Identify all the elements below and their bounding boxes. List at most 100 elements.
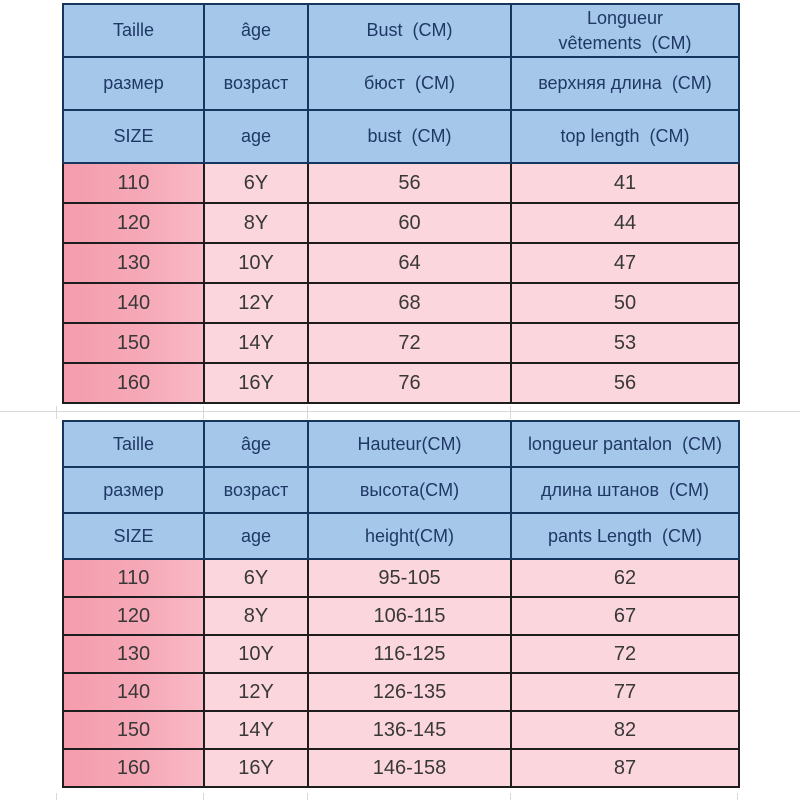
table-row: 150 14Y 72 53 [62,322,740,364]
header-row: Taille âge Bust (CM) Longueur vêtements (CM… [62,3,740,58]
data-cell: 60 [307,202,512,244]
data-cell: 106-115 [307,596,512,636]
data-cell: 14Y [203,322,309,364]
gridline-stub [203,793,204,800]
table-row: 120 8Y 106-115 67 [62,596,740,636]
header-cell: âge [203,420,309,468]
header-cell: Bust (CM) [307,3,512,58]
header-cell: возраст [203,56,309,111]
header-cell: longueur pantalon (CM) [510,420,740,468]
header-row: размер возраст бюст (CM) верхняя длина (CM) [62,56,740,111]
header-cell: âge [203,3,309,58]
size-cell: 130 [62,242,205,284]
header-cell: Longueur vêtements (CM) [510,3,740,58]
data-cell: 136-145 [307,710,512,750]
header-cell: bust (CM) [307,109,512,164]
gridline-stub [203,406,204,419]
header-cell: Hauteur(CM) [307,420,512,468]
data-cell: 62 [510,558,740,598]
header-cell: размер [62,56,205,111]
header-cell: размер [62,466,205,514]
data-cell: 6Y [203,558,309,598]
header-cell: высота(CM) [307,466,512,514]
header-cell: Taille [62,3,205,58]
header-cell: верхняя длина (CM) [510,56,740,111]
data-cell: 16Y [203,748,309,788]
data-cell: 68 [307,282,512,324]
data-cell: 126-135 [307,672,512,712]
gridline-stub [0,411,800,412]
gridline-stub [307,793,308,800]
header-cell: age [203,109,309,164]
data-cell: 10Y [203,242,309,284]
data-cell: 116-125 [307,634,512,674]
gridline-stub [307,406,308,419]
data-cell: 10Y [203,634,309,674]
header-cell: бюст (CM) [307,56,512,111]
data-cell: 82 [510,710,740,750]
gridline-stub [510,793,511,800]
data-cell: 50 [510,282,740,324]
header-cell: pants Length (CM) [510,512,740,560]
data-cell: 87 [510,748,740,788]
data-cell: 6Y [203,162,309,204]
gridline-stub [737,793,738,800]
size-cell: 160 [62,362,205,404]
data-cell: 8Y [203,202,309,244]
data-cell: 95-105 [307,558,512,598]
data-cell: 12Y [203,282,309,324]
table-row: 160 16Y 76 56 [62,362,740,404]
header-cell: длина штанов (CM) [510,466,740,514]
data-cell: 47 [510,242,740,284]
size-cell: 130 [62,634,205,674]
header-cell: Taille [62,420,205,468]
data-cell: 72 [307,322,512,364]
data-cell: 16Y [203,362,309,404]
pants-size-table: Taille âge Hauteur(CM) longueur pantalon (C… [62,420,740,788]
data-cell: 12Y [203,672,309,712]
size-cell: 160 [62,748,205,788]
header-row: SIZE age bust (CM) top length (CM) [62,109,740,164]
data-cell: 44 [510,202,740,244]
data-cell: 41 [510,162,740,204]
table-row: 120 8Y 60 44 [62,202,740,244]
table-row: 150 14Y 136-145 82 [62,710,740,750]
size-cell: 120 [62,596,205,636]
size-cell: 150 [62,322,205,364]
header-cell: age [203,512,309,560]
header-row: размер возраст высота(CM) длина штанов (CM) [62,466,740,514]
size-cell: 120 [62,202,205,244]
table-row: 130 10Y 64 47 [62,242,740,284]
data-cell: 14Y [203,710,309,750]
data-cell: 67 [510,596,740,636]
data-cell: 64 [307,242,512,284]
data-cell: 56 [307,162,512,204]
table-row: 140 12Y 126-135 77 [62,672,740,712]
header-row: Taille âge Hauteur(CM) longueur pantalon (C… [62,420,740,468]
data-cell: 76 [307,362,512,404]
table-row: 110 6Y 56 41 [62,162,740,204]
header-cell: SIZE [62,512,205,560]
size-cell: 110 [62,558,205,598]
data-cell: 72 [510,634,740,674]
gridline-stub [510,406,511,419]
data-cell: 77 [510,672,740,712]
top-garment-size-table: Taille âge Bust (CM) Longueur vêtements (CM… [62,3,740,404]
gridline-stub [56,793,57,800]
data-cell: 146-158 [307,748,512,788]
header-cell: top length (CM) [510,109,740,164]
header-cell: height(CM) [307,512,512,560]
size-cell: 150 [62,710,205,750]
table-row: 110 6Y 95-105 62 [62,558,740,598]
size-cell: 140 [62,282,205,324]
table-row: 130 10Y 116-125 72 [62,634,740,674]
data-cell: 8Y [203,596,309,636]
table-row: 140 12Y 68 50 [62,282,740,324]
header-cell: возраст [203,466,309,514]
table-row: 160 16Y 146-158 87 [62,748,740,788]
size-cell: 110 [62,162,205,204]
size-cell: 140 [62,672,205,712]
data-cell: 53 [510,322,740,364]
header-row: SIZE age height(CM) pants Length (CM) [62,512,740,560]
